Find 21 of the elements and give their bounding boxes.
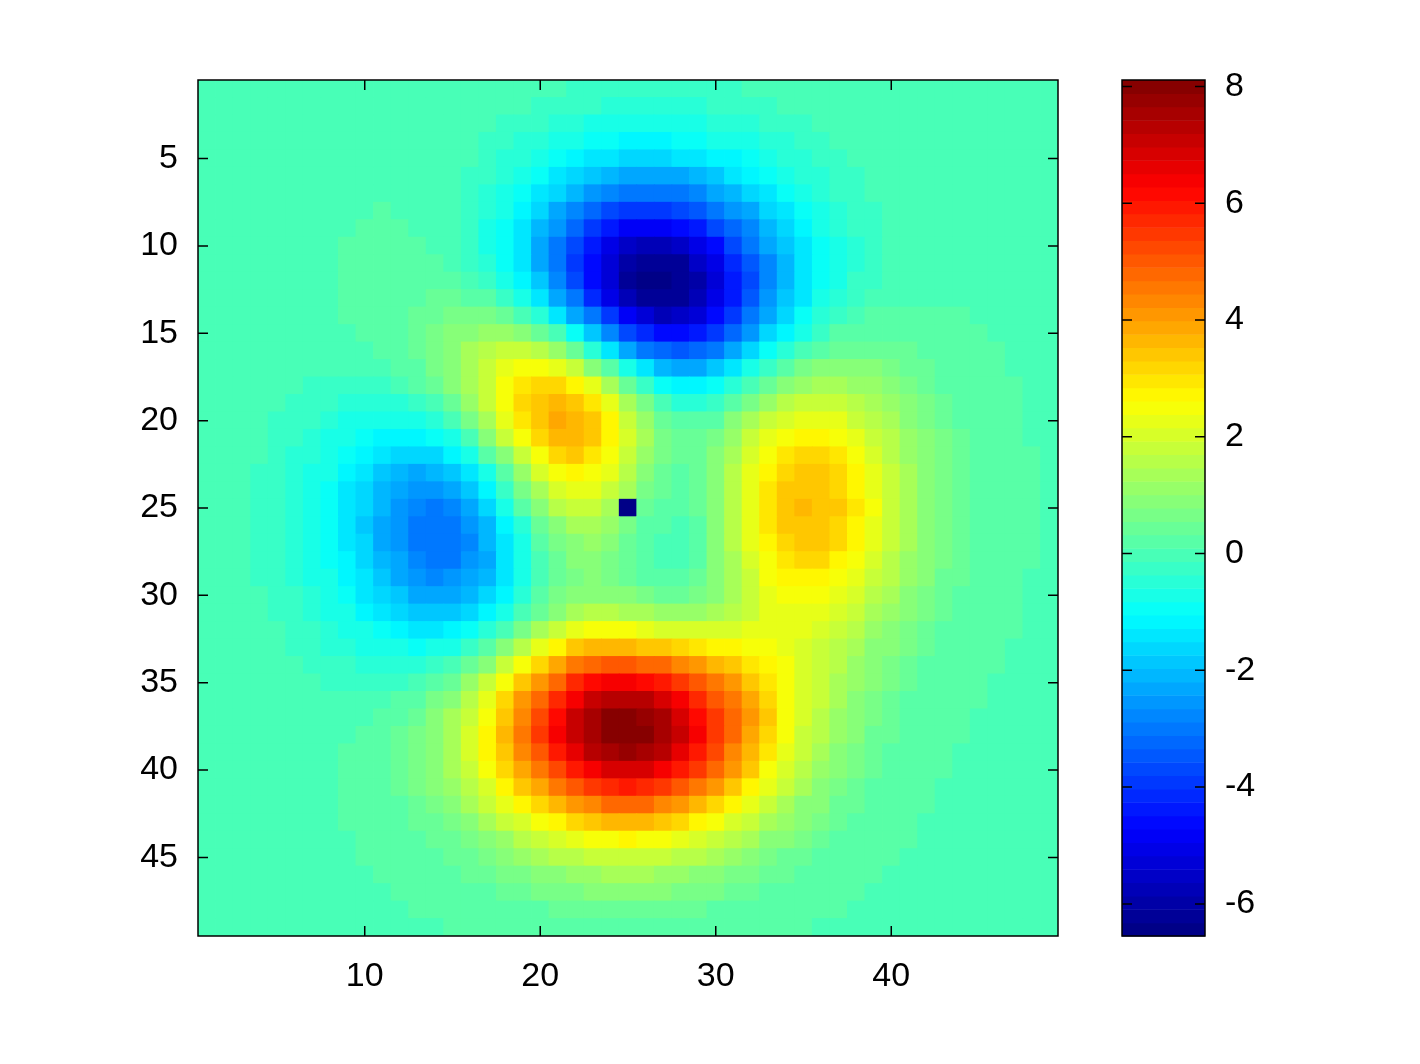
y-tick-label: 15 [140,311,178,350]
color-bar-label: -4 [1225,765,1256,804]
color-bar-label: -6 [1225,882,1256,921]
x-tick-label: 30 [696,954,735,993]
color-bar-label: 6 [1225,181,1244,220]
y-tick-label: 5 [159,136,178,175]
color-bar-label: 4 [1225,298,1244,337]
y-tick-label: 45 [140,835,178,874]
color-bar-label: -2 [1225,648,1256,687]
y-tick-label: 20 [140,399,178,438]
color-bar-label: 2 [1225,415,1244,454]
color-bar-label: 0 [1225,531,1244,570]
y-tick-label: 30 [140,573,178,612]
y-tick-label: 10 [140,224,178,263]
x-tick-label: 40 [872,954,911,993]
x-tick-label: 10 [345,954,384,993]
y-tick-label: 35 [140,661,178,700]
y-tick-label: 25 [140,486,178,525]
y-tick-label: 40 [140,748,178,787]
x-tick-label: 20 [521,954,560,993]
color-bar-label: 8 [1225,64,1244,103]
